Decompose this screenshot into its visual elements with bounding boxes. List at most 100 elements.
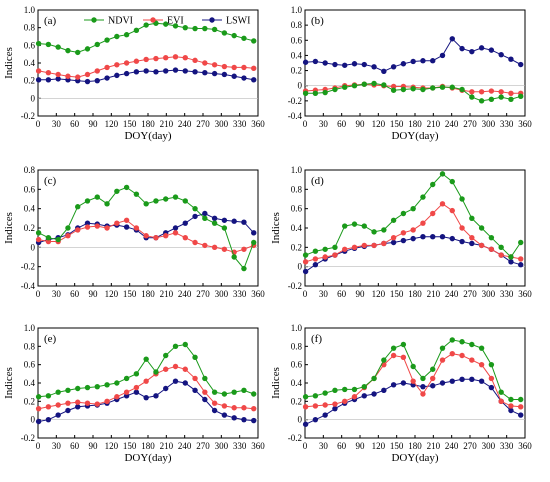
point-ndvi	[420, 194, 426, 200]
point-ndvi	[390, 217, 397, 223]
point-lswi	[430, 383, 436, 389]
point-evi	[75, 399, 81, 405]
point-lswi	[400, 380, 407, 386]
point-evi	[123, 389, 130, 395]
legend-label: EVI	[167, 16, 184, 27]
point-ndvi	[469, 215, 475, 222]
point-ndvi	[94, 41, 100, 48]
point-ndvi	[104, 37, 110, 43]
point-lswi	[312, 262, 319, 268]
point-evi	[104, 398, 110, 405]
point-lswi	[192, 69, 198, 75]
point-evi	[35, 405, 42, 412]
point-evi	[94, 68, 100, 74]
x-tick-label: 360	[251, 289, 265, 299]
point-evi	[241, 405, 247, 411]
point-lswi	[449, 235, 455, 242]
point-evi	[143, 56, 149, 63]
x-tick-label: 180	[141, 119, 155, 129]
y-tick-label: 0	[31, 242, 36, 252]
point-ndvi	[381, 227, 387, 233]
series-line-ndvi	[38, 186, 255, 270]
y-axis-label: Indices	[270, 367, 282, 399]
point-lswi	[241, 75, 247, 81]
point-ndvi	[439, 84, 446, 90]
point-evi	[221, 246, 228, 252]
point-lswi	[104, 75, 110, 81]
x-tick-label: 180	[141, 441, 155, 451]
point-lswi	[143, 394, 149, 401]
point-ndvi	[211, 389, 218, 395]
y-tick-label: 0.4	[24, 58, 36, 68]
point-evi	[302, 404, 309, 410]
point-lswi	[123, 224, 130, 230]
point-ndvi	[221, 225, 228, 231]
point-evi	[35, 68, 42, 74]
point-lswi	[94, 77, 100, 84]
point-lswi	[251, 417, 257, 424]
point-ndvi	[361, 81, 367, 87]
point-evi	[163, 233, 169, 239]
point-lswi	[449, 36, 455, 42]
point-ndvi	[172, 343, 179, 350]
point-evi	[478, 89, 485, 95]
x-tick-label: 30	[319, 441, 329, 451]
point-ndvi	[400, 86, 407, 93]
x-tick-label: 0	[36, 441, 41, 451]
point-lswi	[211, 215, 218, 222]
x-tick-label: 150	[123, 289, 137, 299]
point-lswi	[202, 210, 208, 217]
point-lswi	[192, 213, 198, 220]
point-ndvi	[133, 371, 140, 377]
point-evi	[143, 378, 149, 384]
y-tick-label: 0.2	[291, 66, 302, 76]
point-evi	[84, 224, 91, 230]
x-tick-label: 300	[215, 441, 229, 451]
point-ndvi	[371, 375, 377, 382]
point-evi	[35, 236, 42, 243]
x-tick-label: 30	[52, 441, 62, 451]
point-ndvi	[312, 393, 319, 399]
point-ndvi	[498, 389, 504, 395]
point-evi	[439, 357, 446, 363]
point-ndvi	[45, 41, 52, 48]
x-tick-label: 270	[463, 119, 477, 129]
point-ndvi	[192, 205, 198, 212]
y-tick-label: 0	[31, 93, 36, 103]
x-tick-label: 300	[482, 119, 496, 129]
point-ndvi	[75, 204, 81, 210]
point-lswi	[508, 56, 514, 62]
point-lswi	[221, 71, 228, 78]
point-lswi	[231, 415, 237, 421]
point-evi	[410, 227, 416, 233]
point-lswi	[202, 70, 208, 76]
x-tick-label: 30	[319, 119, 329, 129]
y-axis-label: Indices	[3, 47, 15, 79]
point-lswi	[84, 220, 91, 226]
point-evi	[221, 403, 228, 409]
x-tick-label: 210	[427, 119, 441, 129]
point-ndvi	[439, 345, 446, 351]
point-ndvi	[478, 345, 485, 351]
point-evi	[202, 60, 208, 66]
series-line-lswi	[38, 380, 254, 422]
x-tick-label: 90	[89, 441, 99, 451]
x-tick-label: 150	[390, 119, 404, 129]
point-ndvi	[35, 230, 42, 236]
point-ndvi	[420, 375, 426, 382]
x-tick-label: 180	[408, 289, 422, 299]
series-line-ndvi	[38, 343, 254, 398]
point-ndvi	[390, 87, 397, 93]
point-lswi	[410, 58, 416, 65]
y-tick-label: 0.4	[291, 378, 303, 388]
point-lswi	[302, 59, 309, 65]
point-ndvi	[430, 85, 436, 91]
point-lswi	[231, 218, 237, 224]
point-ndvi	[192, 354, 198, 361]
point-evi	[312, 403, 319, 409]
point-ndvi	[65, 225, 71, 231]
point-lswi	[45, 416, 52, 423]
point-ndvi	[322, 89, 328, 96]
panel-2: -0.4 -0.2 0 0.2 0.4 0.6 0.8 1.0 0 30 60 90 120 150 180…	[288, 5, 533, 142]
